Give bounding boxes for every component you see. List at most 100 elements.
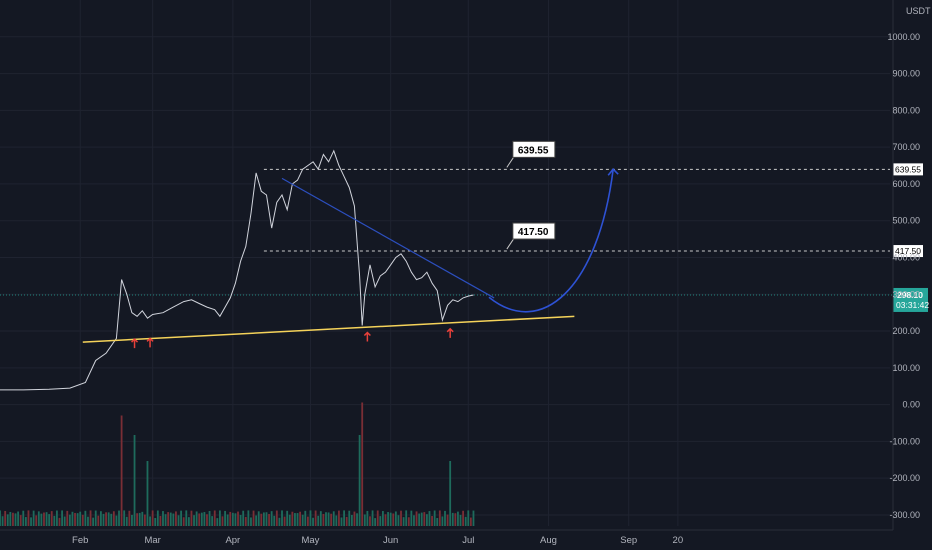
volume-bar	[187, 517, 190, 526]
volume-bar	[159, 516, 162, 526]
volume-bar	[379, 516, 382, 526]
volume-bar	[330, 513, 333, 526]
y-tick-label: -300.00	[889, 510, 920, 520]
volume-bar	[467, 510, 470, 526]
volume-bar	[420, 512, 423, 526]
volume-bar	[402, 517, 405, 526]
volume-bar	[136, 513, 139, 526]
volume-bar	[97, 515, 100, 526]
y-tick-label: 700.00	[892, 142, 920, 152]
volume-bar	[338, 510, 340, 526]
volume-bar	[224, 510, 226, 526]
x-tick-label: Apr	[225, 535, 240, 546]
y-tick-label: 500.00	[892, 216, 920, 226]
volume-bar	[454, 513, 457, 526]
volume-bar	[252, 510, 255, 526]
volume-bar	[262, 512, 265, 526]
level-callout-label: 639.55	[518, 145, 549, 156]
volume-bar	[418, 513, 421, 526]
volume-bar	[79, 511, 82, 526]
price-axis: USDT 1000.00 900.00 800.00 700.00 600.00 500.…	[887, 0, 931, 530]
x-tick-label: 20	[673, 535, 684, 546]
level-axis-tag	[893, 163, 923, 176]
volume-bar	[405, 510, 408, 526]
volume-bar	[231, 512, 234, 526]
volume-bar	[169, 512, 172, 526]
projection-arrow	[488, 169, 614, 313]
y-tick-label: 100.00	[892, 363, 920, 373]
volume-bar	[436, 517, 439, 526]
volume-bar	[203, 512, 206, 526]
x-tick-label: Jul	[462, 535, 474, 546]
volume-bar	[382, 511, 384, 526]
volume-bar	[143, 514, 146, 526]
volume-bar	[306, 516, 309, 526]
volume-bar	[45, 512, 48, 526]
volume-bar	[242, 510, 245, 526]
volume-bar	[115, 515, 118, 526]
volume-bar	[177, 515, 180, 526]
volume-bar	[356, 513, 358, 526]
volume-bar	[325, 512, 327, 526]
level-axis-label: 417.50	[895, 246, 921, 256]
volume-bar	[133, 435, 136, 526]
volume-bar	[312, 517, 314, 526]
volume-bar	[314, 510, 317, 526]
volume-bar	[361, 402, 364, 526]
volume-bar	[317, 515, 320, 526]
volume-bar	[175, 511, 177, 526]
volume-bar	[156, 510, 159, 526]
volume-bar	[389, 512, 392, 526]
volume-bar	[185, 510, 188, 526]
volume-bar	[350, 515, 353, 526]
volume-bar	[211, 516, 214, 526]
volume-bar	[449, 461, 452, 526]
volume-bar	[61, 510, 63, 526]
volume-bar	[239, 515, 242, 526]
projection-arrowhead	[607, 168, 619, 176]
volume-bar	[216, 518, 219, 526]
volume-bar	[110, 513, 113, 526]
volume-bar	[167, 512, 170, 526]
volume-bar	[340, 517, 343, 526]
level-callout	[512, 140, 556, 158]
volume-bar	[247, 510, 250, 526]
volume-bar	[348, 510, 351, 526]
volume-bar	[229, 511, 232, 526]
volume-bar	[221, 516, 224, 526]
volume-bar	[415, 511, 418, 526]
volume-bar	[151, 510, 154, 526]
drawings	[82, 168, 619, 349]
volume-bar	[226, 514, 229, 526]
volume-bar	[40, 513, 43, 526]
resistance-trendline	[281, 177, 495, 299]
volume-bar	[286, 510, 289, 526]
volume-bar	[19, 515, 22, 526]
volume-bar	[141, 511, 144, 526]
volume-bar	[125, 516, 128, 526]
volume-bar	[32, 510, 35, 526]
volume-bar	[294, 513, 296, 526]
volume-bar	[27, 510, 30, 526]
volume-bar	[198, 513, 201, 526]
volume-bar	[446, 514, 449, 526]
volume-bar	[24, 517, 27, 526]
volume-bar	[273, 515, 276, 526]
volume-bar	[12, 512, 14, 526]
x-tick-label: Sep	[620, 535, 637, 546]
volume-bar	[369, 516, 371, 526]
volume-bar	[327, 512, 330, 526]
volume-bar	[410, 510, 413, 526]
y-tick-label: 600.00	[892, 179, 920, 189]
volume-bar	[172, 513, 175, 526]
volume-bar	[81, 514, 84, 526]
volume-bar	[423, 512, 426, 526]
volume-bar	[149, 516, 151, 526]
volume-bar	[120, 415, 123, 526]
up-arrow-marker	[131, 338, 139, 349]
volume-bar	[63, 516, 66, 526]
volume-bar	[105, 512, 107, 526]
volume-bar	[288, 514, 291, 526]
